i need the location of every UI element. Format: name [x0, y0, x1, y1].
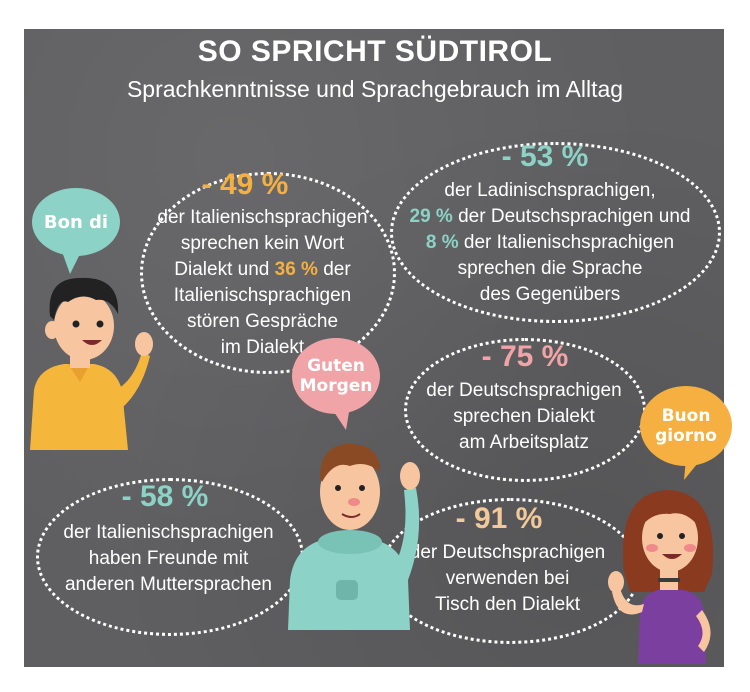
- stat-4-line2: haben Freunde mit: [88, 548, 249, 569]
- stat-1-line4: Italienischsprachigen: [173, 285, 352, 306]
- stat-5-percent: - 91 %: [455, 502, 543, 535]
- stat-5-line3: Tisch den Dialekt: [434, 594, 581, 615]
- stat-5-line1: der Deutschsprachigen: [409, 542, 606, 563]
- stat-3-percent: - 75 %: [481, 340, 569, 373]
- speech-text-giorno: giorno: [655, 426, 717, 446]
- stat-bubble-2: [390, 142, 721, 323]
- stat-2-text: der Ladinischsprachigen, 29 % der Deutsc…: [390, 178, 710, 308]
- stat-5-line2: verwenden bei: [445, 568, 570, 589]
- page-subtitle: Sprachkenntnisse und Sprachgebrauch im A…: [126, 76, 624, 102]
- cartoon-man-teal-sweater: [288, 444, 420, 630]
- stat-1-line3-a: Dialekt und: [174, 259, 275, 280]
- stat-1-highlight: 36 %: [274, 259, 318, 280]
- stat-1-line1: der Italienischsprachigen: [157, 207, 368, 228]
- stat-2-line1: der Ladinischsprachigen,: [444, 180, 656, 201]
- stat-1-line6: im Dialekt: [220, 337, 305, 358]
- stat-5-text: der Deutschsprachigen verwenden bei Tisc…: [380, 540, 635, 618]
- speech-text-buon: Buon: [661, 406, 711, 426]
- stat-2-line3: 8 % der Italienischsprachigen: [390, 230, 710, 256]
- speech-bubble-buon-giorno: [640, 386, 732, 480]
- speech-bubble-guten-morgen: [292, 338, 380, 430]
- stat-4-line1: der Italienischsprachigen: [63, 522, 274, 543]
- stat-2-highlight-a: 29 %: [409, 206, 453, 227]
- speech-text-guten: Guten: [307, 356, 365, 376]
- page-title: SO SPRICHT SÜDTIROL: [197, 35, 553, 68]
- stat-2-line5: des Gegenübers: [479, 284, 621, 305]
- stat-1-line3-b: der: [317, 259, 351, 280]
- speech-text-buon-giorno: Buon giorno: [642, 402, 730, 450]
- stat-4-percent: - 58 %: [121, 480, 209, 513]
- speech-text-morgen: Morgen: [299, 376, 373, 396]
- stat-3-line2: sprechen Dialekt: [453, 406, 595, 427]
- stat-2-percent: - 53 %: [501, 140, 589, 173]
- stat-2-line4: sprechen die Sprache: [457, 258, 643, 279]
- stat-2-highlight-b: 8 %: [425, 232, 459, 253]
- stat-3-text: der Deutschsprachigen sprechen Dialekt a…: [404, 378, 644, 456]
- speech-bubble-bon-di: [32, 188, 120, 274]
- stat-1-line3: Dialekt und 36 % der: [130, 257, 395, 283]
- stat-2-line2: 29 % der Deutschsprachigen und: [390, 204, 710, 230]
- stat-4-text: der Italienischsprachigen haben Freunde …: [36, 520, 301, 598]
- stat-1-line2: sprechen kein Wort: [180, 233, 345, 254]
- stat-4-line3: anderen Muttersprachen: [64, 574, 272, 595]
- stat-3-line1: der Deutschsprachigen: [426, 380, 622, 401]
- stat-1-line5: stören Gespräche: [186, 311, 339, 332]
- stat-3-line3: am Arbeitsplatz: [459, 432, 589, 453]
- stat-1-percent: - 49 %: [201, 168, 289, 201]
- stat-2-line2-b: der Deutschsprachigen und: [452, 206, 691, 227]
- speech-text-bon-di: Bon di: [43, 211, 109, 233]
- speech-text-guten-morgen: Guten Morgen: [292, 352, 380, 400]
- cartoon-boy-yellow-sweater: [30, 277, 153, 450]
- stat-1-text: der Italienischsprachigen sprechen kein …: [130, 205, 395, 361]
- stat-bubble-1: [140, 172, 396, 374]
- cartoon-woman-purple-top: [608, 490, 714, 664]
- stat-2-line3-b: der Italienischsprachigen: [458, 232, 675, 253]
